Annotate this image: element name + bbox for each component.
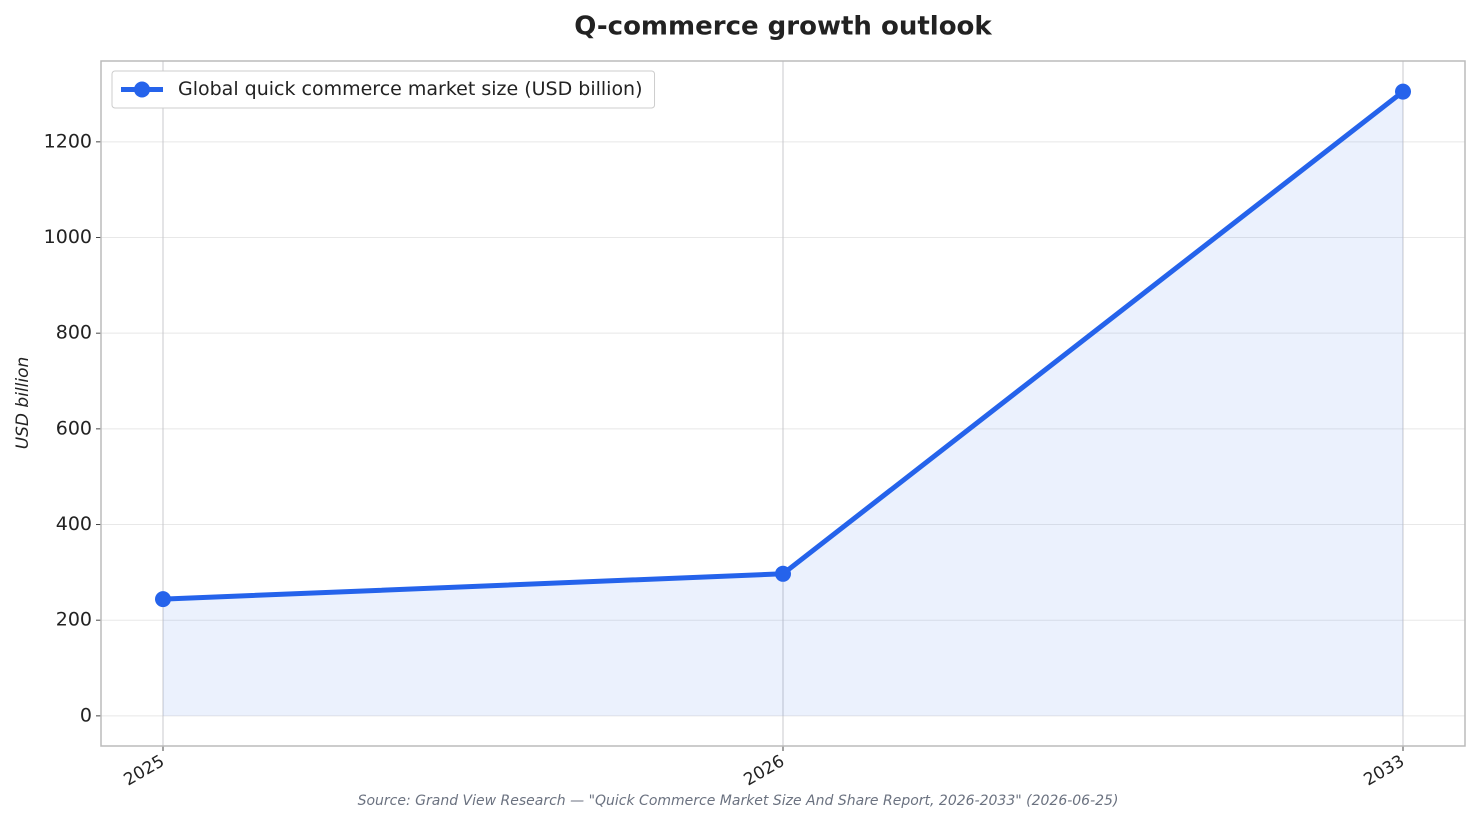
y-tick-label: 400: [56, 513, 92, 535]
y-tick-label: 1000: [44, 226, 92, 248]
y-tick-label: 200: [56, 609, 92, 631]
source-note: Source: Grand View Research — "Quick Com…: [358, 793, 1119, 809]
x-tick-label: 2033: [1361, 751, 1408, 790]
y-tick-label: 0: [80, 704, 92, 726]
y-tick-label: 800: [56, 322, 92, 344]
y-tick-label: 600: [56, 417, 92, 439]
area: [163, 91, 1403, 716]
x-tick-label: 2025: [121, 751, 168, 790]
point: [775, 565, 791, 582]
plot-frame: [100, 60, 1466, 747]
point: [155, 591, 171, 608]
x-tick-label: 2026: [741, 751, 788, 790]
y-tick-label: 1200: [44, 130, 92, 152]
chart-title: Q-commerce growth outlook: [574, 12, 992, 42]
legend-box: [111, 70, 656, 109]
legend-label: Global quick commerce market size (USD b…: [178, 78, 643, 100]
legend: Global quick commerce market size (USD b…: [111, 70, 656, 109]
legend-marker: [134, 81, 150, 98]
y-axis-label: USD billion: [13, 357, 33, 450]
point: [1395, 83, 1411, 100]
